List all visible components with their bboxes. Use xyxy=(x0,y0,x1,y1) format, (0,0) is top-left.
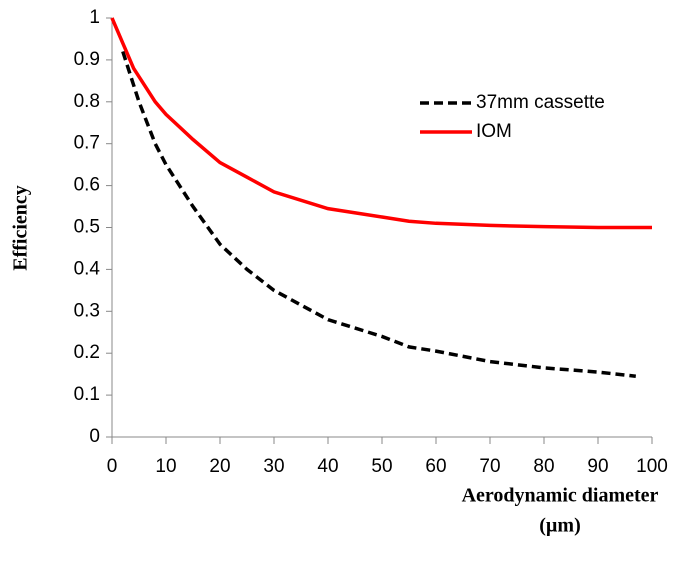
y-tick-label: 0.6 xyxy=(74,175,100,196)
x-axis-label: (µm) xyxy=(539,515,581,537)
series-line xyxy=(110,17,652,230)
y-tick-label: 0.7 xyxy=(74,133,100,154)
x-tick-label: 60 xyxy=(425,456,446,477)
x-tick-label: 70 xyxy=(479,456,500,477)
x-tick-label: 10 xyxy=(155,456,176,477)
x-tick-label: 20 xyxy=(209,456,230,477)
y-tick-label: 0.1 xyxy=(74,384,100,405)
x-tick-label: 30 xyxy=(263,456,284,477)
y-tick-label: 0.4 xyxy=(74,258,101,279)
y-tick-label: 0.3 xyxy=(74,300,100,321)
y-tick-label: 1 xyxy=(89,7,100,28)
legend-label: IOM xyxy=(476,121,512,142)
y-tick-label: 0.9 xyxy=(74,49,100,70)
x-tick-label: 40 xyxy=(317,456,338,477)
x-tick-label: 80 xyxy=(533,456,554,477)
x-tick-label: 90 xyxy=(587,456,608,477)
x-axis-label: Aerodynamic diameter xyxy=(462,485,659,507)
y-tick-label: 0.8 xyxy=(74,91,100,112)
x-tick-label: 100 xyxy=(636,456,668,477)
x-tick-label: 50 xyxy=(371,456,392,477)
legend-label: 37mm cassette xyxy=(476,92,605,113)
y-tick-label: 0.2 xyxy=(74,342,100,363)
y-tick-label: 0.5 xyxy=(74,217,100,238)
y-tick-label: 0 xyxy=(89,426,100,447)
x-tick-label: 0 xyxy=(107,456,118,477)
y-axis-label: Efficiency xyxy=(10,185,32,271)
